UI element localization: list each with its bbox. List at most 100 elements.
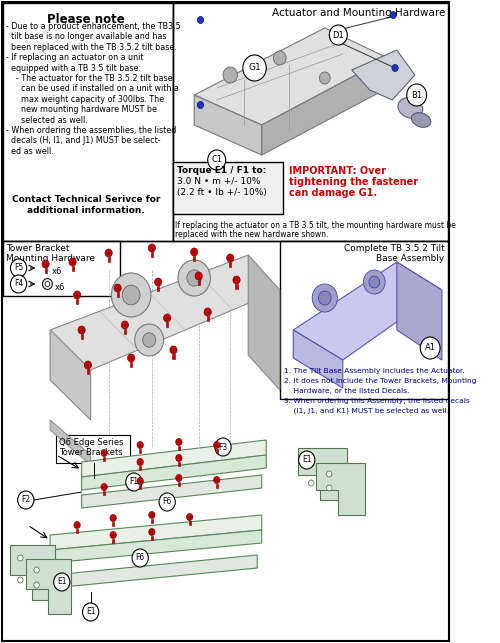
Bar bbox=[112, 538, 114, 543]
Circle shape bbox=[101, 449, 107, 457]
Circle shape bbox=[148, 511, 155, 518]
Text: F3: F3 bbox=[218, 442, 228, 451]
Circle shape bbox=[176, 455, 182, 462]
Bar bbox=[116, 292, 118, 297]
Bar bbox=[139, 466, 141, 469]
Text: x6: x6 bbox=[52, 267, 62, 276]
Text: G1: G1 bbox=[248, 64, 261, 73]
Text: F2: F2 bbox=[21, 496, 30, 505]
Circle shape bbox=[298, 451, 315, 469]
Text: tightening the fastener: tightening the fastener bbox=[289, 177, 418, 187]
Polygon shape bbox=[50, 330, 90, 420]
Circle shape bbox=[164, 314, 171, 322]
Polygon shape bbox=[50, 255, 280, 370]
Text: E1: E1 bbox=[86, 608, 96, 617]
Text: Contact Technical Serivce for: Contact Technical Serivce for bbox=[12, 195, 160, 204]
Bar bbox=[151, 518, 153, 523]
Circle shape bbox=[42, 260, 49, 268]
Bar bbox=[4, 3, 172, 241]
Circle shape bbox=[132, 549, 148, 567]
Circle shape bbox=[114, 284, 121, 292]
Circle shape bbox=[74, 291, 80, 299]
Text: F6: F6 bbox=[162, 498, 172, 507]
Circle shape bbox=[233, 276, 240, 284]
Polygon shape bbox=[298, 448, 348, 500]
Circle shape bbox=[34, 582, 40, 588]
Text: Tower Bracket
Mounting Hardware: Tower Bracket Mounting Hardware bbox=[6, 244, 95, 264]
Bar bbox=[178, 482, 180, 485]
Bar bbox=[216, 449, 218, 453]
Text: (I1, J1, and K1) MUST be selected as well.: (I1, J1, and K1) MUST be selected as wel… bbox=[284, 408, 450, 415]
Bar bbox=[229, 262, 232, 267]
Circle shape bbox=[142, 333, 156, 347]
Circle shape bbox=[45, 282, 50, 287]
Text: replaced with the new hardware shown.: replaced with the new hardware shown. bbox=[176, 230, 328, 239]
Circle shape bbox=[326, 485, 332, 491]
Bar bbox=[157, 286, 160, 291]
Polygon shape bbox=[10, 545, 54, 600]
Circle shape bbox=[176, 439, 182, 446]
Bar bbox=[151, 252, 153, 257]
Text: can damage G1.: can damage G1. bbox=[289, 188, 377, 198]
Text: 3. When ordering this Assembly, the listed decals: 3. When ordering this Assembly, the list… bbox=[284, 398, 470, 404]
Bar bbox=[80, 334, 82, 339]
Bar bbox=[236, 284, 238, 289]
Bar bbox=[193, 256, 196, 261]
Text: E1: E1 bbox=[57, 577, 66, 586]
Circle shape bbox=[226, 254, 234, 262]
Text: IMPORTANT: Over: IMPORTANT: Over bbox=[289, 166, 386, 176]
Circle shape bbox=[101, 484, 107, 491]
Polygon shape bbox=[82, 440, 266, 477]
Polygon shape bbox=[294, 330, 343, 388]
Ellipse shape bbox=[398, 98, 422, 118]
Polygon shape bbox=[50, 515, 262, 550]
Bar bbox=[124, 329, 126, 334]
Circle shape bbox=[54, 573, 70, 591]
Text: E1: E1 bbox=[302, 455, 312, 464]
Circle shape bbox=[308, 457, 314, 463]
Bar bbox=[216, 484, 218, 487]
Circle shape bbox=[105, 249, 112, 257]
Bar bbox=[198, 280, 200, 285]
Circle shape bbox=[186, 514, 193, 520]
Bar bbox=[280, 241, 448, 399]
Circle shape bbox=[320, 72, 330, 84]
Text: D1: D1 bbox=[332, 30, 344, 39]
Text: B1: B1 bbox=[411, 91, 422, 100]
Circle shape bbox=[82, 603, 98, 621]
Circle shape bbox=[198, 102, 203, 109]
Bar bbox=[130, 362, 132, 367]
Circle shape bbox=[69, 258, 76, 266]
Circle shape bbox=[148, 244, 156, 252]
Circle shape bbox=[128, 354, 135, 362]
Circle shape bbox=[126, 473, 142, 491]
Polygon shape bbox=[262, 58, 388, 155]
Circle shape bbox=[42, 278, 52, 289]
Circle shape bbox=[364, 270, 385, 294]
Bar bbox=[172, 3, 448, 241]
Circle shape bbox=[326, 471, 332, 477]
Circle shape bbox=[330, 25, 347, 45]
Circle shape bbox=[312, 284, 338, 312]
Polygon shape bbox=[50, 420, 90, 465]
Polygon shape bbox=[53, 555, 257, 588]
Text: 1. The Tilt Base Assembly includes the Actuator.: 1. The Tilt Base Assembly includes the A… bbox=[284, 368, 465, 374]
Text: additional information.: additional information. bbox=[27, 206, 145, 215]
Polygon shape bbox=[316, 463, 366, 515]
Bar bbox=[178, 462, 180, 466]
Text: 3.0 N • m +/- 10%: 3.0 N • m +/- 10% bbox=[177, 177, 260, 186]
Circle shape bbox=[274, 51, 286, 65]
Bar bbox=[72, 266, 74, 271]
Bar bbox=[172, 354, 174, 359]
Circle shape bbox=[34, 567, 40, 573]
Text: Q6 Edge Series
Tower Brackets: Q6 Edge Series Tower Brackets bbox=[59, 438, 124, 457]
Circle shape bbox=[137, 478, 143, 484]
Circle shape bbox=[214, 476, 220, 484]
Circle shape bbox=[110, 532, 116, 538]
Circle shape bbox=[204, 308, 212, 316]
Text: Torque E1 / F1 to:: Torque E1 / F1 to: bbox=[177, 166, 266, 175]
Bar bbox=[103, 491, 105, 494]
Bar bbox=[139, 449, 141, 453]
Circle shape bbox=[110, 514, 116, 521]
Polygon shape bbox=[194, 28, 388, 125]
